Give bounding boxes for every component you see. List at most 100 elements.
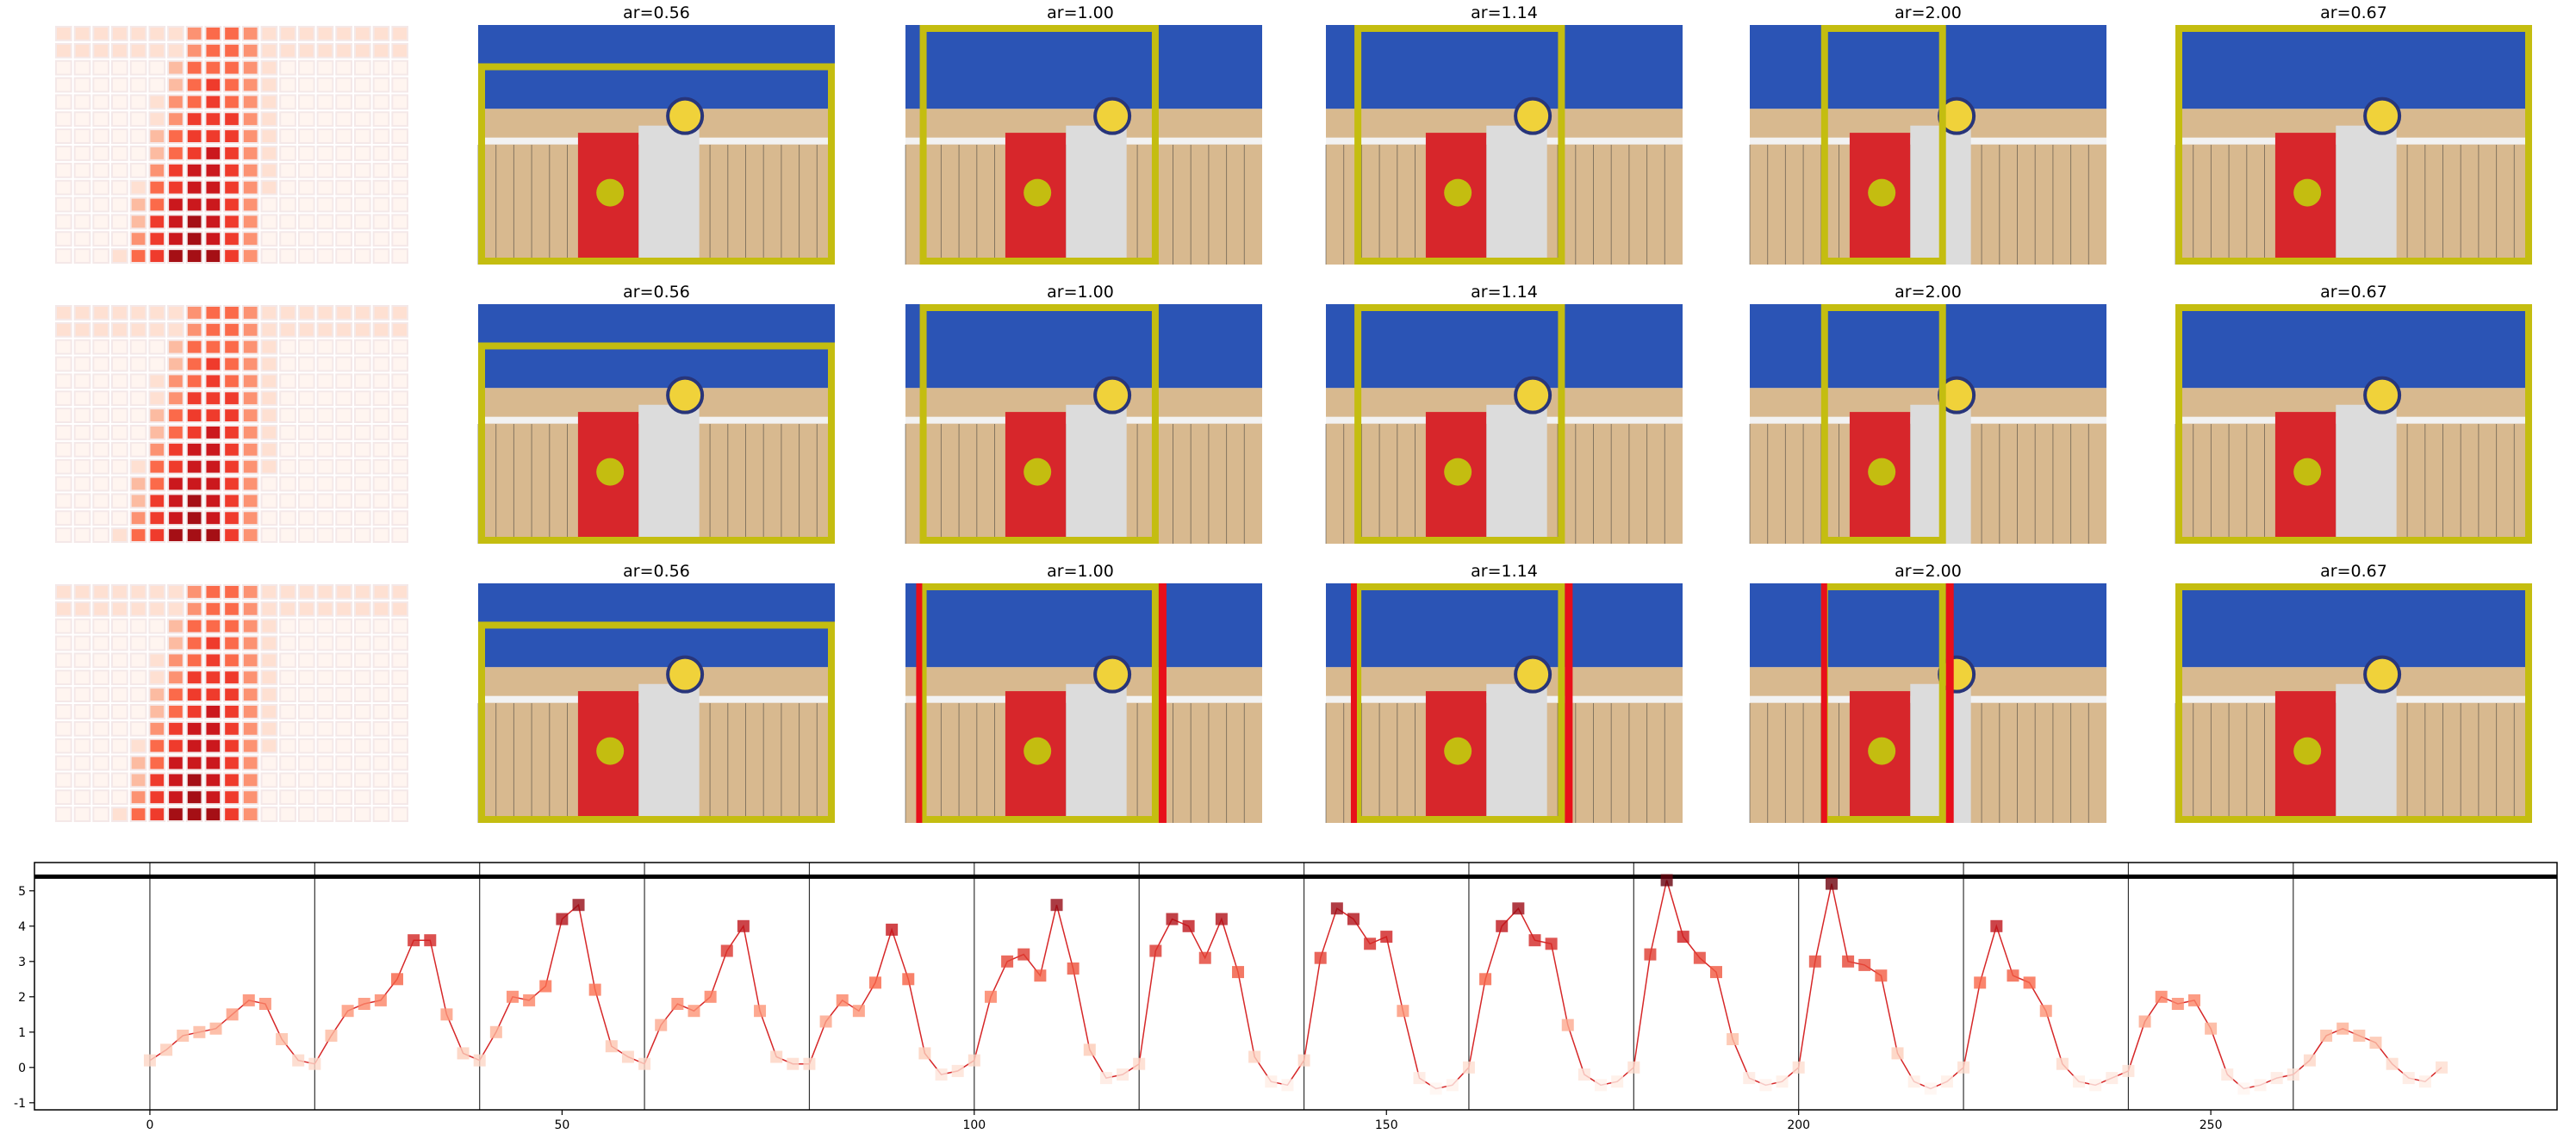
heatmap-cell [241,339,259,355]
marker [1133,1057,1146,1070]
heatmap-cell [391,458,409,475]
center-dot [1024,737,1052,765]
heatmap-cell [279,26,296,41]
heatmap-cell [372,755,390,771]
heatmap-cell [167,146,184,161]
heatmap-cell [279,755,296,771]
heatmap-cell [279,510,296,526]
heatmap-cell [241,772,259,788]
heatmap-cell [167,179,184,196]
heatmap-cell [185,476,203,492]
heatmap-cell [73,305,91,321]
heatmap-cell [391,527,409,544]
heatmap-cell [353,687,371,703]
heatmap-cell [92,390,110,407]
photo-sky [1326,583,1683,668]
heatmap-cell [92,356,110,372]
heatmap-cell [167,652,184,669]
marker [2336,1022,2349,1035]
heatmap-cell [204,425,222,440]
bbox [1354,25,1565,265]
heatmap-cell [73,111,91,128]
heatmap-cell [279,687,296,703]
marker [2287,1068,2299,1081]
heatmap-cell [372,305,390,321]
heatmap-cell [316,146,334,161]
heatmap-cell [223,527,240,544]
heatmap-cell [111,441,128,458]
marker [836,994,849,1006]
heatmap-cell [167,94,184,110]
heatmap-cell [241,635,259,651]
panel-title: ar=2.00 [1895,283,1962,302]
heatmap-cell [92,321,110,338]
heatmap-cell [148,738,166,754]
heatmap-cell [297,321,315,338]
heatmap-cell [260,390,278,407]
heatmap-cell [223,321,240,338]
heatmap-cell [335,704,352,720]
heatmap-cell [185,305,203,321]
marker [688,1005,700,1018]
marker [2106,1072,2119,1085]
heatmap-cell [241,807,259,823]
marker [2320,1029,2333,1042]
heatmap-cell [279,162,296,178]
heatmap-cell [92,77,110,93]
heatmap-cell [73,738,91,754]
heatmap-cell [204,321,222,338]
marker [1017,948,1030,961]
heatmap-cell [260,42,278,59]
heatmap-cell [316,214,334,230]
heatmap-cell [55,755,72,771]
heatmap-cell [372,601,390,617]
marker [1479,973,1492,986]
heatmap-cell [279,59,296,76]
heatmap-cell [185,772,203,788]
panel-title: ar=0.56 [623,562,690,581]
panel-title: ar=1.14 [1471,3,1538,22]
heatmap-cell [316,772,334,788]
heatmap-cell [73,196,91,213]
heatmap-cell [297,755,315,771]
marker [341,1005,354,1018]
heatmap-cell [391,26,409,41]
marker [1001,955,1014,968]
heatmap-cell [279,720,296,737]
heatmap-cell [241,670,259,686]
heatmap-cell [92,26,110,41]
heatmap-cell [73,652,91,669]
heatmap-cell [185,248,203,264]
panel-title: ar=0.67 [2320,283,2387,302]
heatmap-cell [111,584,128,600]
marker [506,990,519,1003]
heatmap-cell [204,527,222,544]
heatmap-cell [279,618,296,634]
marker [1727,1033,1739,1045]
heatmap-cell [391,111,409,128]
heatmap-cell [73,390,91,407]
marker [226,1008,239,1021]
marker [440,1008,453,1021]
heatmap-cell [223,720,240,737]
heatmap-cell [129,77,147,93]
heatmap-cell [92,305,110,321]
heatmap-cell [297,59,315,76]
heatmap-cell [260,59,278,76]
marker [1050,899,1063,912]
heatmap-cell [148,305,166,321]
heatmap-cell [129,704,147,720]
heatmap-cell [111,305,128,321]
heatmap-cell [353,339,371,355]
heatmap-cell [148,339,166,355]
heatmap-cell [204,807,222,823]
marker [2089,1079,2102,1092]
heatmap-cell [297,425,315,440]
heatmap-cell [111,59,128,76]
player [638,683,700,823]
heatmap-cell [279,146,296,161]
photo-sky [905,25,1262,109]
heatmap-cell [223,493,240,509]
heatmap-cell [148,772,166,788]
heatmap-cell [204,720,222,737]
